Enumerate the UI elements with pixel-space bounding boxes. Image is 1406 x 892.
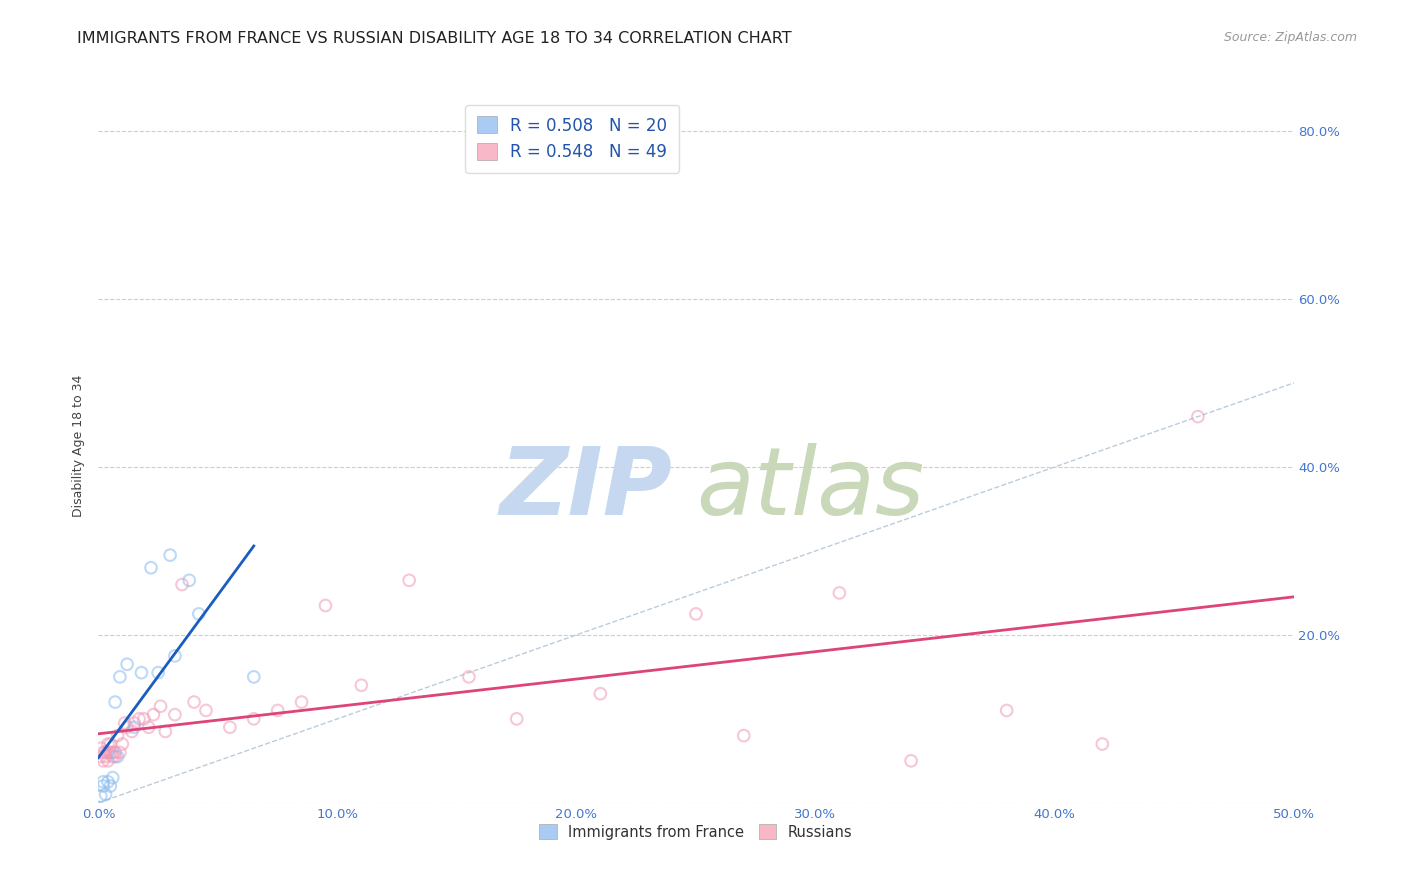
Point	[733, 729, 755, 743]
Point	[398, 574, 420, 588]
Point	[111, 737, 134, 751]
Point	[91, 779, 114, 793]
Point	[900, 754, 922, 768]
Point	[124, 720, 146, 734]
Point	[132, 712, 155, 726]
Point	[91, 754, 114, 768]
Point	[291, 695, 314, 709]
Y-axis label: Disability Age 18 to 34: Disability Age 18 to 34	[72, 375, 86, 517]
Point	[149, 699, 172, 714]
Point	[685, 607, 707, 621]
Text: Source: ZipAtlas.com: Source: ZipAtlas.com	[1223, 31, 1357, 45]
Text: IMMIGRANTS FROM FRANCE VS RUSSIAN DISABILITY AGE 18 TO 34 CORRELATION CHART: IMMIGRANTS FROM FRANCE VS RUSSIAN DISABI…	[77, 31, 792, 46]
Point	[148, 665, 170, 680]
Point	[107, 729, 129, 743]
Point	[115, 720, 138, 734]
Point	[128, 712, 150, 726]
Point	[97, 774, 120, 789]
Point	[94, 749, 117, 764]
Point	[101, 746, 124, 760]
Text: ZIP: ZIP	[499, 442, 672, 535]
Point	[187, 607, 209, 621]
Point	[107, 749, 129, 764]
Point	[159, 548, 181, 562]
Point	[108, 670, 131, 684]
Point	[98, 779, 122, 793]
Point	[195, 703, 218, 717]
Point	[121, 724, 143, 739]
Point	[98, 746, 122, 760]
Point	[163, 707, 186, 722]
Point	[458, 670, 481, 684]
Point	[108, 746, 131, 760]
Point	[91, 774, 114, 789]
Point	[506, 712, 529, 726]
Point	[589, 687, 612, 701]
Point	[97, 754, 120, 768]
Point	[219, 720, 242, 734]
Point	[101, 749, 124, 764]
Point	[267, 703, 290, 717]
Point	[101, 771, 124, 785]
Point	[104, 749, 127, 764]
Point	[90, 789, 112, 803]
Point	[91, 746, 114, 760]
Point	[163, 648, 186, 663]
Point	[183, 695, 205, 709]
Point	[97, 746, 120, 760]
Point	[115, 657, 138, 672]
Point	[97, 737, 120, 751]
Point	[315, 599, 337, 613]
Point	[350, 678, 373, 692]
Point	[179, 574, 201, 588]
Point	[243, 712, 266, 726]
Point	[142, 707, 165, 722]
Point	[94, 788, 117, 802]
Point	[172, 577, 194, 591]
Point	[1091, 737, 1114, 751]
Text: atlas: atlas	[696, 443, 924, 534]
Point	[138, 720, 160, 734]
Point	[94, 746, 117, 760]
Point	[155, 724, 177, 739]
Point	[131, 665, 153, 680]
Point	[243, 670, 266, 684]
Point	[1187, 409, 1209, 424]
Point	[139, 560, 162, 574]
Point	[114, 716, 136, 731]
Point	[98, 737, 122, 751]
Point	[828, 586, 851, 600]
Point	[90, 749, 112, 764]
Point	[104, 695, 127, 709]
Point	[90, 741, 112, 756]
Point	[104, 746, 127, 760]
Point	[995, 703, 1018, 717]
Legend: Immigrants from France, Russians: Immigrants from France, Russians	[533, 818, 859, 846]
Point	[124, 716, 146, 731]
